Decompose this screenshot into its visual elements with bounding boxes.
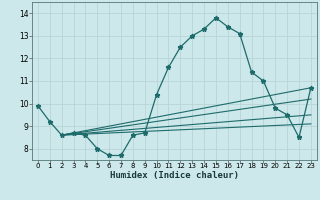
- X-axis label: Humidex (Indice chaleur): Humidex (Indice chaleur): [110, 171, 239, 180]
